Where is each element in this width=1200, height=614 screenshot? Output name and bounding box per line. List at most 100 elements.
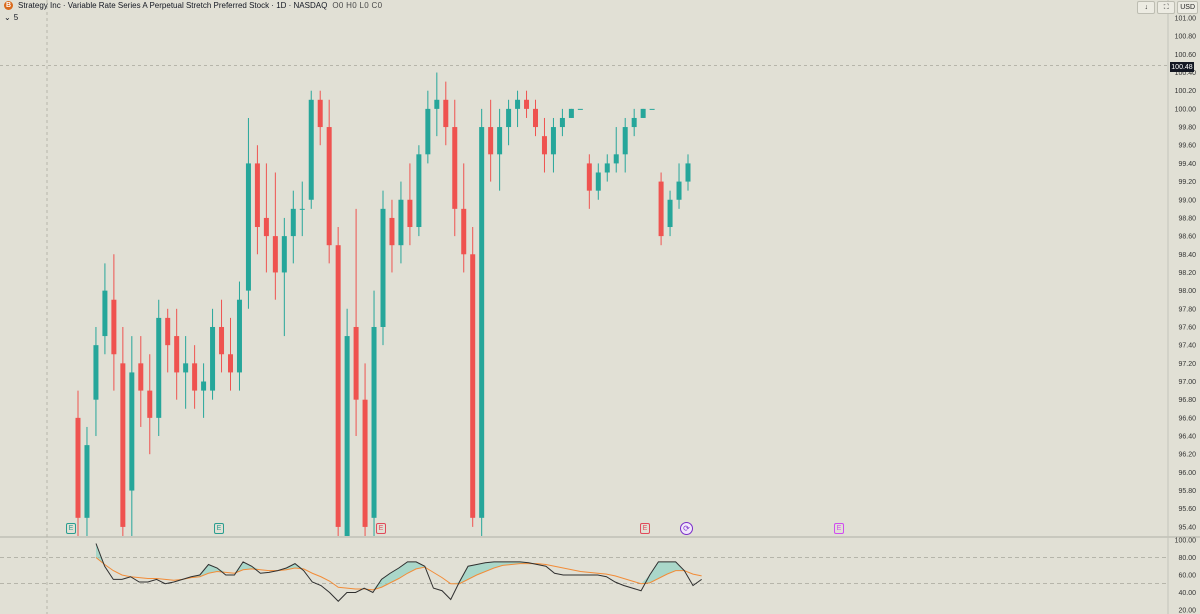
candle-body bbox=[371, 326, 377, 518]
candle-body bbox=[129, 372, 135, 491]
earnings-marker[interactable]: E bbox=[214, 523, 224, 534]
candle-body bbox=[120, 363, 126, 527]
candle-body bbox=[299, 208, 305, 210]
fullscreen-icon[interactable]: ⛶ bbox=[1157, 1, 1176, 14]
price-tick-label: 96.80 bbox=[1178, 397, 1196, 404]
price-tick-label: 101.00 bbox=[1175, 16, 1197, 23]
candle-body bbox=[640, 108, 646, 118]
candle-body bbox=[93, 345, 99, 400]
candle-body bbox=[389, 217, 395, 246]
price-tick-label: 99.80 bbox=[1178, 125, 1196, 132]
price-tick-label: 98.20 bbox=[1178, 270, 1196, 277]
candle-body bbox=[488, 127, 494, 155]
candle-body bbox=[613, 154, 619, 164]
candle-body bbox=[236, 299, 242, 373]
candle-body bbox=[577, 108, 583, 110]
price-tick-label: 95.80 bbox=[1178, 488, 1196, 495]
indicator-count: 5 bbox=[13, 13, 19, 22]
currency-button[interactable]: USD bbox=[1177, 1, 1198, 14]
candle-body bbox=[228, 354, 233, 373]
price-tick-label: 97.00 bbox=[1178, 379, 1196, 386]
candle-body bbox=[380, 208, 386, 327]
candle-body bbox=[317, 99, 323, 128]
indicators-toggle[interactable]: ⌄ 5 bbox=[4, 13, 18, 22]
candle-body bbox=[470, 254, 476, 518]
candle-body bbox=[353, 326, 359, 400]
candle-body bbox=[479, 127, 485, 518]
candle-body bbox=[667, 199, 673, 228]
candle-body bbox=[210, 326, 216, 391]
split-icon[interactable]: ⟳ bbox=[680, 522, 693, 535]
candle-body bbox=[290, 208, 296, 237]
candle-body bbox=[192, 363, 198, 391]
earnings-marker[interactable]: E bbox=[66, 523, 76, 534]
candle-body bbox=[568, 108, 574, 118]
candle-body bbox=[174, 336, 180, 373]
candle-body bbox=[443, 99, 449, 128]
price-tick-label: 97.20 bbox=[1178, 361, 1196, 368]
candle-body bbox=[326, 127, 332, 246]
price-tick-label: 99.20 bbox=[1178, 179, 1196, 186]
candle-body bbox=[219, 326, 225, 355]
price-tick-label: 100.40 bbox=[1175, 70, 1197, 77]
candle-body bbox=[407, 199, 413, 228]
candle-series bbox=[75, 72, 691, 536]
oscillator-tick-label: 20.00 bbox=[1178, 608, 1196, 614]
price-tick-label: 96.20 bbox=[1178, 452, 1196, 459]
price-tick-label: 100.00 bbox=[1175, 106, 1197, 113]
candle-body bbox=[595, 172, 601, 191]
price-tick-label: 98.40 bbox=[1178, 252, 1196, 259]
price-tick-label: 99.60 bbox=[1178, 143, 1196, 150]
upcoming-earnings-marker[interactable]: E bbox=[834, 523, 844, 534]
price-axis: 101.00 100.80 100.60 100.40 100.20 100.00 99.8… bbox=[1175, 16, 1197, 532]
candle-body bbox=[497, 127, 503, 155]
candle-body bbox=[335, 245, 341, 527]
price-tick-label: 100.80 bbox=[1175, 34, 1197, 41]
price-tick-label: 97.40 bbox=[1178, 343, 1196, 350]
candle-body bbox=[649, 108, 655, 110]
price-tick-label: 98.60 bbox=[1178, 234, 1196, 241]
candle-body bbox=[631, 117, 637, 128]
candle-body bbox=[183, 363, 189, 373]
price-tick-label: 95.60 bbox=[1178, 506, 1196, 513]
price-tick-label: 96.60 bbox=[1178, 415, 1196, 422]
ohlc-values: O0 H0 L0 C0 bbox=[332, 1, 383, 10]
price-tick-label: 96.00 bbox=[1178, 470, 1196, 477]
chevron-down-icon[interactable]: ⌄ bbox=[4, 13, 11, 22]
candle-body bbox=[245, 163, 251, 291]
candle-body bbox=[434, 99, 440, 109]
candle-body bbox=[156, 317, 162, 418]
oscillator-tick-label: 60.00 bbox=[1178, 573, 1196, 580]
candle-body bbox=[344, 336, 350, 536]
candle-body bbox=[533, 108, 538, 128]
candle-body bbox=[254, 163, 260, 228]
earnings-marker[interactable]: E bbox=[640, 523, 650, 534]
price-tick-label: 100.20 bbox=[1175, 88, 1197, 95]
candle-body bbox=[452, 127, 458, 209]
oscillator-tick-label: 80.00 bbox=[1178, 555, 1196, 562]
candle-body bbox=[84, 445, 90, 518]
candle-body bbox=[263, 217, 269, 237]
candle-body bbox=[604, 163, 610, 173]
price-tick-label: 99.00 bbox=[1178, 197, 1196, 204]
price-tick-label: 95.40 bbox=[1178, 524, 1196, 531]
price-tick-label: 100.60 bbox=[1175, 52, 1197, 59]
oscillator-tick-label: 40.00 bbox=[1178, 590, 1196, 597]
oscillator-line bbox=[95, 543, 702, 602]
candle-body bbox=[308, 99, 314, 200]
candle-body bbox=[685, 163, 691, 182]
earnings-marker[interactable]: E bbox=[376, 523, 386, 534]
top-right-toolbar: ↓ ⛶ USD bbox=[1137, 1, 1198, 14]
symbol-header[interactable]: B Strategy Inc · Variable Rate Series A … bbox=[4, 1, 382, 10]
current-price-label: 100.48 bbox=[1170, 62, 1194, 72]
price-tick-label: 98.80 bbox=[1178, 215, 1196, 222]
symbol-title[interactable]: Strategy Inc · Variable Rate Series A Pe… bbox=[18, 1, 328, 10]
candle-body bbox=[281, 236, 287, 273]
oscillator-fill bbox=[96, 543, 702, 590]
download-icon[interactable]: ↓ bbox=[1137, 1, 1156, 14]
candle-body bbox=[425, 108, 431, 155]
price-tick-label: 97.80 bbox=[1178, 306, 1196, 313]
price-tick-label: 96.40 bbox=[1178, 434, 1196, 441]
candle-body bbox=[147, 390, 153, 418]
